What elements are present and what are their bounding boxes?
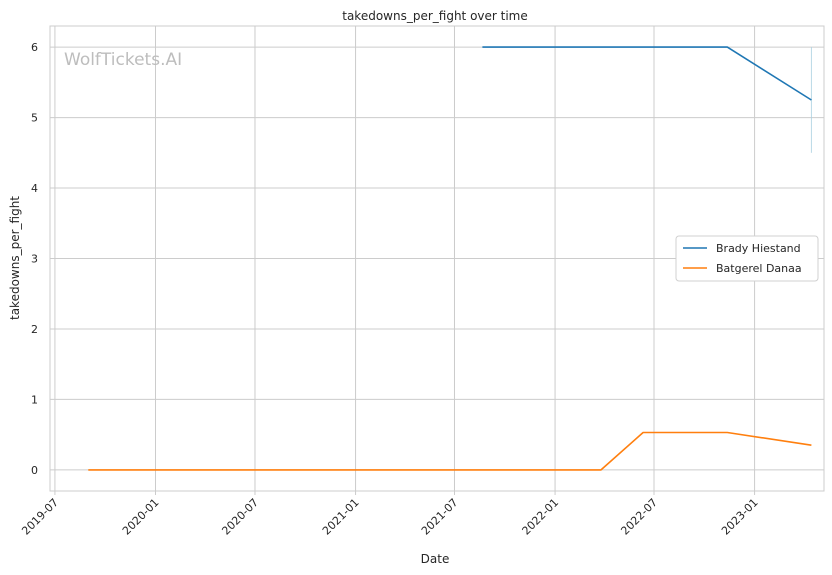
x-tick-label: 2023-01 bbox=[719, 496, 761, 538]
x-tick-label: 2021-01 bbox=[320, 496, 362, 538]
y-tick-label: 2 bbox=[31, 323, 38, 336]
y-tick-label: 0 bbox=[31, 464, 38, 477]
x-tick-label: 2019-07 bbox=[19, 496, 61, 538]
y-tick-label: 4 bbox=[31, 182, 38, 195]
x-axis-label: Date bbox=[421, 552, 450, 566]
chart-title: takedowns_per_fight over time bbox=[342, 9, 528, 23]
grid bbox=[50, 26, 824, 495]
y-tick-label: 6 bbox=[31, 41, 38, 54]
x-tick-label: 2021-07 bbox=[419, 496, 461, 538]
y-tick-labels: 0 1 2 3 4 5 6 bbox=[31, 41, 38, 477]
x-tick-label: 2020-07 bbox=[219, 496, 261, 538]
x-tick-labels: 2019-07 2020-01 2020-07 2021-01 2021-07 2022-… bbox=[19, 496, 760, 538]
y-tick-label: 5 bbox=[31, 112, 38, 125]
x-tick-label: 2020-01 bbox=[120, 496, 162, 538]
legend-label-batgerel-danaa: Batgerel Danaa bbox=[716, 262, 802, 275]
y-tick-label: 1 bbox=[31, 393, 38, 406]
y-axis-label: takedowns_per_fight bbox=[8, 196, 22, 320]
x-tick-label: 2022-07 bbox=[618, 496, 660, 538]
x-tick-label: 2022-01 bbox=[519, 496, 561, 538]
series-lines bbox=[88, 46, 812, 471]
legend-box bbox=[675, 235, 819, 282]
series-line-brady-hiestand bbox=[482, 46, 812, 101]
watermark: WolfTickets.AI bbox=[64, 50, 182, 70]
legend: Brady Hiestand Batgerel Danaa bbox=[675, 235, 819, 282]
legend-label-brady-hiestand: Brady Hiestand bbox=[716, 242, 801, 255]
y-tick-label: 3 bbox=[31, 253, 38, 266]
series-line-batgerel-danaa bbox=[88, 431, 812, 471]
